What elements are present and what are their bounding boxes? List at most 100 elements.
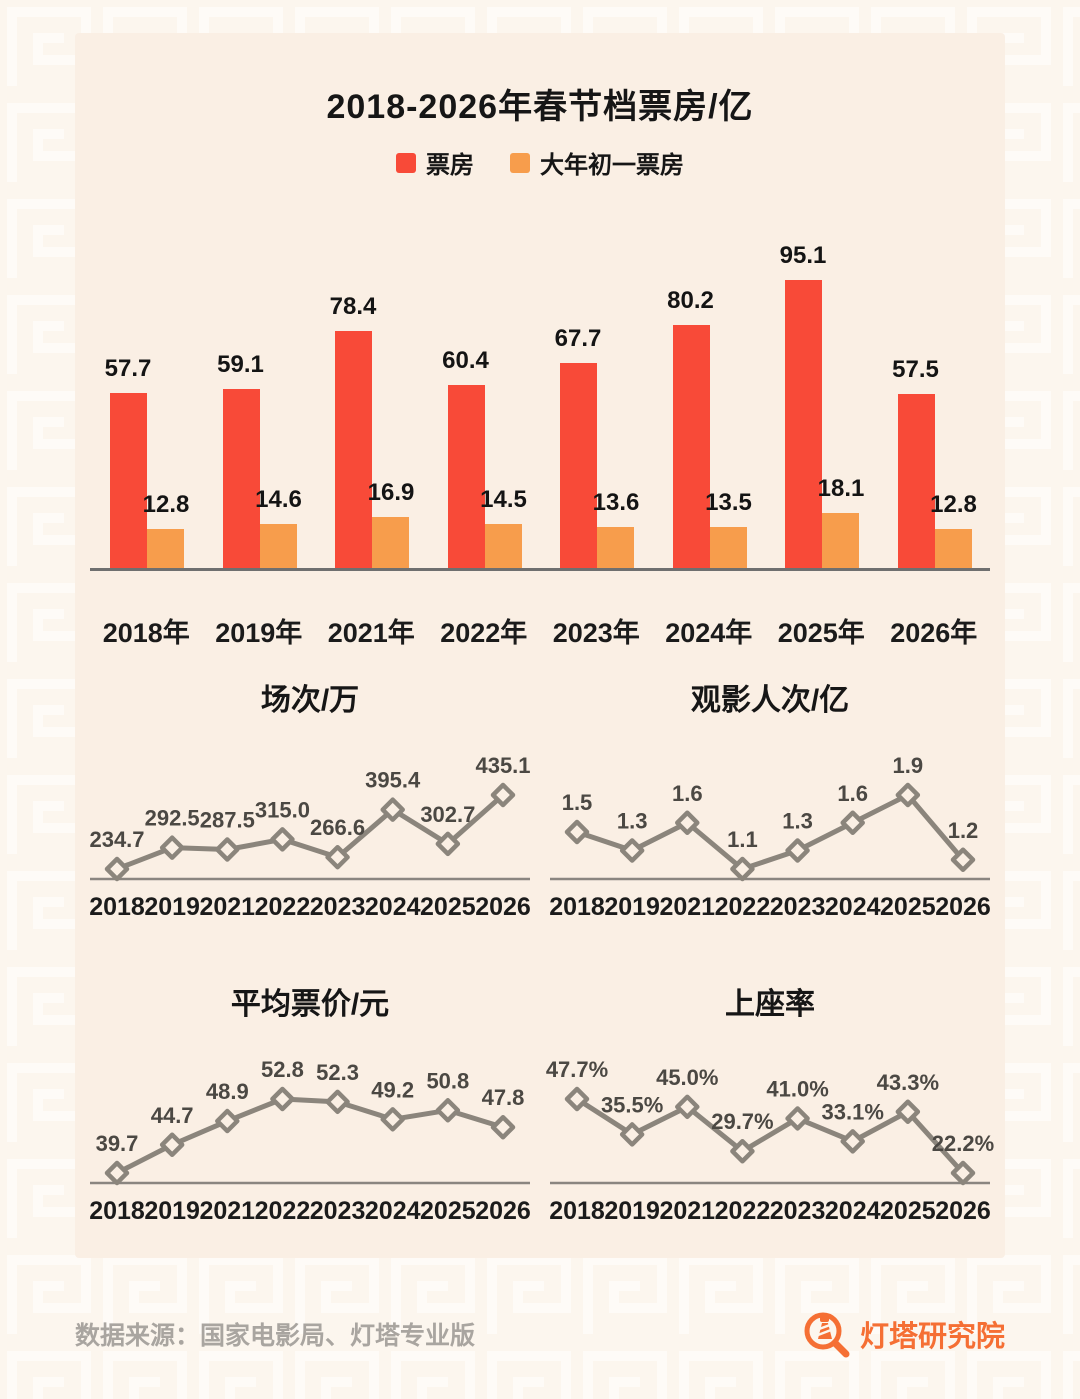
chart-legend: 票房 大年初一票房 (75, 145, 1005, 180)
bar-boxoffice (560, 362, 597, 568)
data-point-marker (675, 810, 700, 835)
axis-label-2026: 2026 (475, 1197, 531, 1225)
bar-value-label: 67.7 (554, 324, 602, 352)
mini-chart-title: 平均票价/元 (230, 988, 390, 1021)
bar-value-label: 12.8 (142, 491, 190, 519)
bar-xaxis: 2018年 2019年 2021年 2022年 2023年 2024年 2025年 2026年 (90, 611, 990, 650)
axis-label-2026: 2026 (935, 893, 991, 921)
axis-label-2018: 2018 (89, 893, 145, 921)
data-point-marker (435, 831, 461, 857)
mini-chart-grid: 场次/万 234.7 2018 292.5 2019 287.5 2021 315.0 2022… (89, 681, 994, 1233)
data-point-marker (380, 1107, 405, 1132)
data-point-marker (785, 838, 810, 863)
mini-chart-admissions: 观影人次/亿 1.5 2018 1.3 2019 1.6 2021 1.1 2022 1.3 202… (549, 681, 991, 929)
content-card: 2018-2026年春节档票房/亿 票房 大年初一票房 57.7 12.8 59.1 1… (75, 33, 1005, 1258)
axis-label-2018: 2018 (549, 893, 605, 921)
data-point-marker (270, 1086, 295, 1112)
data-point-marker (895, 1099, 921, 1125)
data-point-marker (730, 1138, 755, 1164)
data-point-marker (490, 1114, 516, 1140)
data-point-label: 22.2% (932, 1131, 994, 1156)
axis-label-2021年: 2021年 (327, 618, 415, 648)
data-point-label: 1.3 (782, 809, 813, 834)
axis-label-2026: 2026 (475, 893, 531, 921)
axis-label-2024: 2024 (825, 1197, 881, 1225)
data-point-label: 1.9 (893, 753, 924, 778)
brand-name: 灯塔研究院 (859, 1321, 1005, 1353)
bar-value-label: 16.9 (367, 478, 415, 506)
data-point-marker (215, 837, 240, 862)
bar-group-2021年: 78.4 16.9 (315, 228, 428, 568)
trend-line (576, 792, 965, 872)
data-point-marker (564, 819, 590, 845)
bar-boxoffice (335, 330, 372, 568)
legend-item-1: 大年初一票房 (510, 145, 684, 180)
axis-label-2022: 2022 (255, 893, 311, 921)
data-point-marker (619, 838, 645, 863)
axis-label-2021: 2021 (199, 893, 255, 921)
legend-swatch (510, 152, 530, 173)
data-point-marker (785, 1106, 810, 1131)
data-point-label: 39.7 (96, 1131, 139, 1156)
data-point-label: 1.2 (948, 818, 979, 843)
axis-label-2018年: 2018年 (102, 618, 190, 648)
bar-boxoffice (785, 280, 822, 568)
data-point-label: 44.7 (151, 1103, 194, 1128)
axis-label-2026: 2026 (935, 1197, 991, 1225)
bar-value-label: 95.1 (779, 242, 827, 269)
data-point-label: 315.0 (255, 797, 310, 822)
data-point-label: 1.6 (837, 781, 868, 806)
data-point-label: 266.6 (310, 815, 365, 840)
bar-newyearday-boxoffice (597, 526, 634, 568)
brand-logo: 灯塔研究院 (802, 1310, 1005, 1358)
data-point-label: 33.1% (822, 1099, 884, 1124)
page-title: 2018-2026年春节档票房/亿 (326, 88, 754, 126)
data-point-marker (950, 847, 976, 872)
axis-label-2025年: 2025年 (777, 618, 865, 648)
axis-label-2021: 2021 (659, 893, 715, 921)
axis-label-2023年: 2023年 (552, 618, 640, 648)
bar-boxoffice (447, 385, 485, 568)
data-point-marker (325, 844, 350, 870)
data-point-marker (270, 827, 295, 852)
data-source-note: 数据来源：国家电影局、灯塔专业版 (75, 1322, 476, 1350)
axis-label-2023: 2023 (770, 1197, 826, 1225)
data-point-marker (159, 1132, 185, 1158)
bar-newyearday-boxoffice (709, 527, 747, 568)
legend-label: 票房 (426, 152, 474, 179)
axis-label-2021: 2021 (659, 1197, 715, 1225)
axis-label-2022: 2022 (715, 1197, 771, 1225)
axis-label-2024: 2024 (365, 1197, 421, 1225)
data-point-label: 234.7 (89, 827, 144, 852)
data-point-marker (490, 782, 516, 808)
bar-group-2023年: 67.7 13.6 (540, 228, 653, 568)
axis-label-2019: 2019 (144, 893, 200, 921)
mini-chart-avg-ticket-price: 平均票价/元 39.7 2018 44.7 2019 48.9 2021 52.8 2022 52… (89, 985, 531, 1233)
bar-group-2019年: 59.1 14.6 (203, 228, 316, 568)
data-point-marker (619, 1122, 645, 1147)
data-point-label: 292.5 (145, 806, 200, 831)
data-point-marker (895, 782, 921, 808)
axis-label-2025: 2025 (880, 1197, 936, 1225)
bar-group-2024年: 80.2 13.5 (653, 228, 766, 568)
bar-boxoffice (672, 325, 710, 568)
axis-label-2019: 2019 (604, 893, 660, 921)
axis-label-2022: 2022 (715, 893, 771, 921)
bar-value-label: 12.8 (930, 491, 977, 519)
axis-label-2024: 2024 (365, 893, 421, 921)
bar-value-label: 18.1 (817, 475, 865, 503)
data-point-label: 35.5% (601, 1092, 663, 1117)
data-point-marker (950, 1160, 976, 1186)
data-point-label: 47.7% (546, 1057, 608, 1082)
axis-label-2018: 2018 (89, 1197, 145, 1225)
bar-newyearday-boxoffice (822, 513, 859, 568)
bar-boxoffice (110, 393, 147, 568)
axis-label-2022: 2022 (255, 1197, 311, 1225)
line-chart-screenings: 234.7 2018 292.5 2019 287.5 2021 315.0 2022 266.… (89, 753, 531, 921)
bar-group-2018年: 57.7 12.8 (90, 228, 203, 568)
mini-chart-screenings: 场次/万 234.7 2018 292.5 2019 287.5 2021 315.0 2022… (89, 681, 531, 929)
axis-label-2023: 2023 (770, 893, 826, 921)
data-point-marker (435, 1098, 461, 1123)
mini-chart-title: 场次/万 (260, 684, 360, 717)
data-point-marker (675, 1094, 700, 1120)
